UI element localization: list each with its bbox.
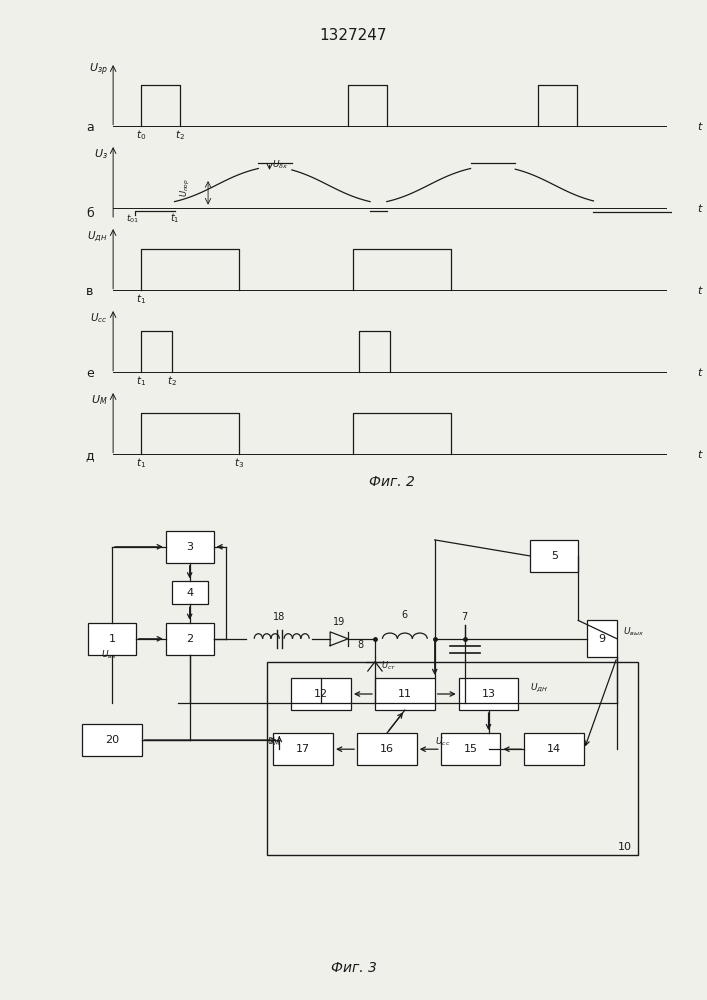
Text: Фиг. 3: Фиг. 3 bbox=[331, 961, 376, 975]
Text: 7: 7 bbox=[462, 612, 468, 622]
Text: $t_1$: $t_1$ bbox=[136, 456, 146, 470]
Text: $U_М$: $U_М$ bbox=[91, 393, 107, 407]
Text: а: а bbox=[86, 121, 93, 134]
Text: $t$: $t$ bbox=[697, 202, 703, 214]
Text: 12: 12 bbox=[314, 689, 328, 699]
Bar bbox=[525, 733, 584, 765]
Text: 5: 5 bbox=[551, 551, 558, 561]
Text: 4: 4 bbox=[186, 588, 193, 598]
Text: $U_{вх}$: $U_{вх}$ bbox=[101, 648, 117, 661]
Text: $U_{δx}$: $U_{δx}$ bbox=[272, 159, 288, 171]
Bar bbox=[165, 623, 214, 655]
Text: 18: 18 bbox=[273, 612, 286, 622]
Bar bbox=[440, 733, 501, 765]
Text: $U_{сс}$: $U_{сс}$ bbox=[90, 311, 107, 325]
Text: 14: 14 bbox=[547, 744, 561, 754]
Text: $U_{ДН}$: $U_{ДН}$ bbox=[87, 229, 107, 243]
Text: $U_{вых}$: $U_{вых}$ bbox=[623, 625, 644, 638]
Text: $t_{01}$: $t_{01}$ bbox=[126, 212, 139, 225]
Text: $U_{зр}$: $U_{зр}$ bbox=[88, 62, 107, 78]
Text: 10: 10 bbox=[618, 842, 632, 852]
Bar bbox=[274, 733, 333, 765]
Text: 16: 16 bbox=[380, 744, 394, 754]
Text: $t$: $t$ bbox=[697, 120, 703, 132]
Text: в: в bbox=[86, 285, 93, 298]
Bar bbox=[291, 678, 351, 710]
Text: $t_1$: $t_1$ bbox=[170, 211, 180, 225]
Text: $U_М$: $U_М$ bbox=[267, 736, 281, 748]
Text: $t_0$: $t_0$ bbox=[136, 128, 146, 142]
Text: 2: 2 bbox=[186, 634, 193, 644]
Bar bbox=[88, 623, 136, 655]
Text: д: д bbox=[85, 449, 93, 462]
Text: $t_2$: $t_2$ bbox=[167, 374, 177, 388]
Bar bbox=[82, 724, 142, 756]
Text: $U_{сс}$: $U_{сс}$ bbox=[435, 736, 450, 748]
Text: $U_{ст}$: $U_{ст}$ bbox=[381, 660, 396, 672]
Bar bbox=[165, 531, 214, 563]
Bar bbox=[267, 662, 638, 855]
Text: 8: 8 bbox=[357, 640, 363, 650]
Text: $t_3$: $t_3$ bbox=[234, 456, 244, 470]
Bar bbox=[172, 581, 208, 604]
Bar bbox=[357, 733, 417, 765]
Text: е: е bbox=[86, 367, 93, 380]
Text: 1327247: 1327247 bbox=[320, 28, 387, 43]
Text: 9: 9 bbox=[599, 634, 606, 644]
Text: 11: 11 bbox=[398, 689, 412, 699]
Text: 17: 17 bbox=[296, 744, 310, 754]
Bar bbox=[587, 620, 617, 657]
Text: 3: 3 bbox=[186, 542, 193, 552]
Text: 19: 19 bbox=[333, 617, 345, 627]
Text: $t_1$: $t_1$ bbox=[136, 292, 146, 306]
Text: 20: 20 bbox=[105, 735, 119, 745]
Bar bbox=[530, 540, 578, 572]
Text: $t$: $t$ bbox=[697, 366, 703, 378]
Text: $U_{ДН}$: $U_{ДН}$ bbox=[530, 681, 549, 694]
Text: 1: 1 bbox=[108, 634, 115, 644]
Text: $t$: $t$ bbox=[697, 284, 703, 296]
Text: 15: 15 bbox=[464, 744, 478, 754]
Text: 6: 6 bbox=[402, 610, 408, 620]
Text: Фиг. 2: Фиг. 2 bbox=[370, 475, 415, 489]
Text: б: б bbox=[86, 207, 93, 220]
Text: $U_з$: $U_з$ bbox=[93, 147, 107, 161]
Text: $U_{пор}$: $U_{пор}$ bbox=[179, 178, 192, 197]
Text: $t$: $t$ bbox=[697, 448, 703, 460]
Bar bbox=[375, 678, 435, 710]
Text: $t_2$: $t_2$ bbox=[175, 128, 185, 142]
Bar bbox=[459, 678, 518, 710]
Text: $t_1$: $t_1$ bbox=[136, 374, 146, 388]
Text: 13: 13 bbox=[481, 689, 496, 699]
